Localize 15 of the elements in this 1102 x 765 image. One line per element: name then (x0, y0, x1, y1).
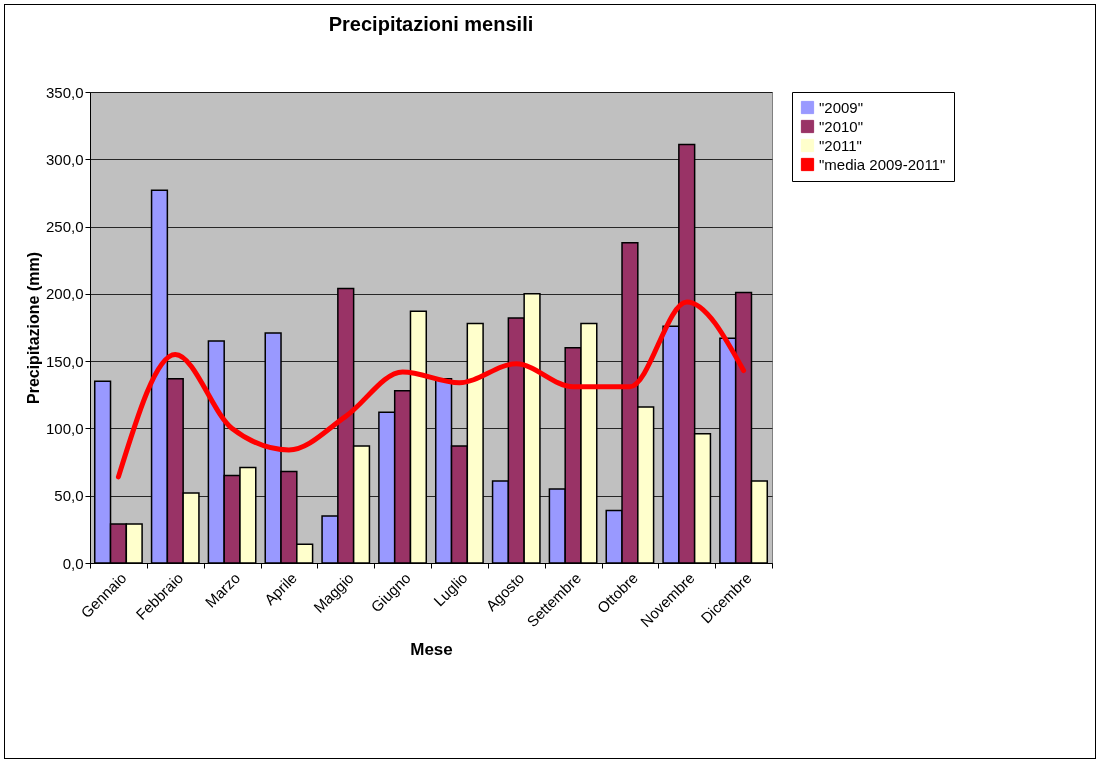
legend-label: "2009" (819, 98, 864, 116)
y-tick-label: 350,0 (45, 83, 84, 101)
chart-title: Precipitazioni mensili (328, 13, 534, 35)
y-tick-label: 100,0 (45, 419, 84, 437)
y-axis-title: Precipitazione (mm) (24, 251, 42, 405)
legend-label: "2010" (819, 117, 864, 135)
legend-label: "2011" (819, 136, 862, 154)
y-tick-label: 150,0 (45, 352, 84, 370)
legend-label: "media 2009-2011" (819, 155, 946, 173)
y-tick-label: 0,0 (62, 554, 84, 572)
x-axis-title: Mese (410, 640, 453, 660)
y-tick-label: 200,0 (45, 285, 84, 303)
y-tick-label: 50,0 (54, 487, 84, 505)
y-tick-label: 250,0 (45, 218, 84, 236)
y-tick-label: 300,0 (45, 150, 84, 168)
